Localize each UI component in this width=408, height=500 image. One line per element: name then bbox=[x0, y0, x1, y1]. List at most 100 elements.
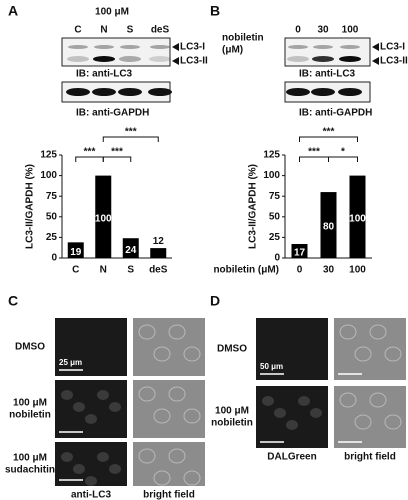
cell-signal bbox=[310, 408, 322, 418]
band-label: LC3-II bbox=[380, 56, 408, 67]
scale-label: 25 μm bbox=[59, 358, 82, 367]
cell-signal bbox=[286, 420, 298, 430]
band-lc3-ii bbox=[67, 56, 89, 62]
y-tick-label: 50 bbox=[269, 211, 281, 222]
micrograph bbox=[133, 442, 205, 486]
y-tick-label: 125 bbox=[40, 150, 57, 161]
ib-label: IB: anti-LC3 bbox=[76, 69, 133, 80]
lane-label: 0 bbox=[295, 25, 301, 36]
band-label: LC3-I bbox=[380, 42, 405, 53]
significance-bracket bbox=[299, 156, 329, 162]
band-label: LC3-I bbox=[180, 42, 205, 53]
cell-outline bbox=[183, 346, 201, 362]
bar bbox=[95, 175, 112, 258]
cell-outline bbox=[369, 324, 387, 340]
micrograph bbox=[334, 318, 406, 380]
cell-signal bbox=[85, 476, 97, 486]
y-tick-label: 50 bbox=[46, 211, 58, 222]
cell-signal bbox=[109, 464, 121, 474]
cell-signal bbox=[73, 402, 85, 412]
band-lc3-i bbox=[288, 45, 308, 49]
x-tick-label: S bbox=[127, 265, 134, 276]
x-axis-label: nobiletin (μM) bbox=[213, 265, 279, 276]
ib-label: IB: anti-LC3 bbox=[299, 69, 356, 80]
band-gapdh bbox=[148, 88, 172, 96]
band-arrow bbox=[172, 57, 179, 65]
x-tick-label: C bbox=[72, 265, 79, 276]
scale-label: 50 μm bbox=[260, 362, 283, 371]
cell-outline bbox=[384, 414, 402, 430]
y-tick-label: 25 bbox=[269, 232, 281, 243]
cell-signal bbox=[85, 414, 97, 424]
row-label: DMSO bbox=[217, 344, 247, 355]
cell-signal bbox=[73, 464, 85, 474]
cell-signal bbox=[97, 452, 109, 462]
cell-signal bbox=[262, 396, 274, 406]
cell-signal bbox=[298, 396, 310, 406]
band-lc3-ii bbox=[287, 56, 309, 62]
lane-label: C bbox=[74, 25, 81, 36]
cell-outline bbox=[168, 448, 186, 464]
value-label: 17 bbox=[294, 248, 306, 259]
lane-label: deS bbox=[151, 25, 170, 36]
band-lc3-i bbox=[120, 45, 140, 49]
value-label: 100 bbox=[349, 213, 366, 224]
cell-outline bbox=[168, 324, 186, 340]
band-lc3-ii bbox=[149, 56, 171, 62]
cell-outline bbox=[153, 408, 171, 424]
significance-label: *** bbox=[111, 147, 123, 158]
significance-label: *** bbox=[125, 127, 137, 138]
y-tick-label: 0 bbox=[51, 253, 57, 264]
column-label: DALGreen bbox=[267, 452, 316, 463]
significance-bracket bbox=[299, 136, 358, 142]
significance-bracket bbox=[102, 136, 159, 142]
bar bbox=[320, 192, 337, 258]
treatment-label: nobiletin bbox=[222, 33, 264, 44]
row-label: 100 μM bbox=[215, 406, 249, 417]
band-gapdh bbox=[118, 88, 142, 96]
cell-outline bbox=[138, 324, 156, 340]
band-arrow bbox=[372, 57, 379, 65]
bar bbox=[150, 248, 167, 258]
cell-signal bbox=[109, 402, 121, 412]
blot-lc3 bbox=[61, 37, 171, 67]
cell-outline bbox=[138, 448, 156, 464]
band-lc3-ii bbox=[312, 56, 334, 62]
column-label: bright field bbox=[344, 452, 396, 463]
x-tick-label: 30 bbox=[323, 265, 335, 276]
row-label: DMSO bbox=[15, 342, 45, 353]
row-label: sudachitin bbox=[5, 465, 55, 476]
y-tick-label: 100 bbox=[40, 170, 57, 181]
band-gapdh bbox=[66, 88, 90, 96]
significance-label: *** bbox=[308, 147, 320, 158]
panel-label: C bbox=[8, 293, 18, 309]
band-gapdh bbox=[92, 88, 116, 96]
band-lc3-ii bbox=[93, 56, 115, 62]
cell-outline bbox=[138, 386, 156, 402]
cell-outline bbox=[153, 346, 171, 362]
cell-outline bbox=[183, 408, 201, 424]
cell-outline bbox=[384, 346, 402, 362]
cell-outline bbox=[354, 414, 372, 430]
band-gapdh bbox=[286, 88, 310, 96]
y-tick-label: 75 bbox=[269, 191, 281, 202]
band-lc3-ii bbox=[339, 56, 361, 62]
value-label: 24 bbox=[125, 245, 137, 256]
panel-label: B bbox=[210, 3, 220, 19]
x-tick-label: 0 bbox=[297, 265, 303, 276]
y-axis-label: LC3-II/GAPDH (%) bbox=[248, 164, 259, 249]
cell-outline bbox=[339, 392, 357, 408]
cell-signal bbox=[61, 390, 73, 400]
band-lc3-i bbox=[68, 45, 88, 49]
band-lc3-i bbox=[150, 45, 170, 49]
significance-label: *** bbox=[84, 147, 96, 158]
significance-bracket bbox=[102, 156, 132, 162]
cell-signal bbox=[274, 408, 286, 418]
x-tick-label: deS bbox=[149, 265, 168, 276]
micrograph bbox=[256, 318, 328, 380]
x-tick-label: N bbox=[100, 265, 107, 276]
micrograph bbox=[334, 386, 406, 448]
value-label: 19 bbox=[70, 247, 82, 258]
value-label: 100 bbox=[95, 213, 112, 224]
y-tick-label: 75 bbox=[46, 191, 58, 202]
